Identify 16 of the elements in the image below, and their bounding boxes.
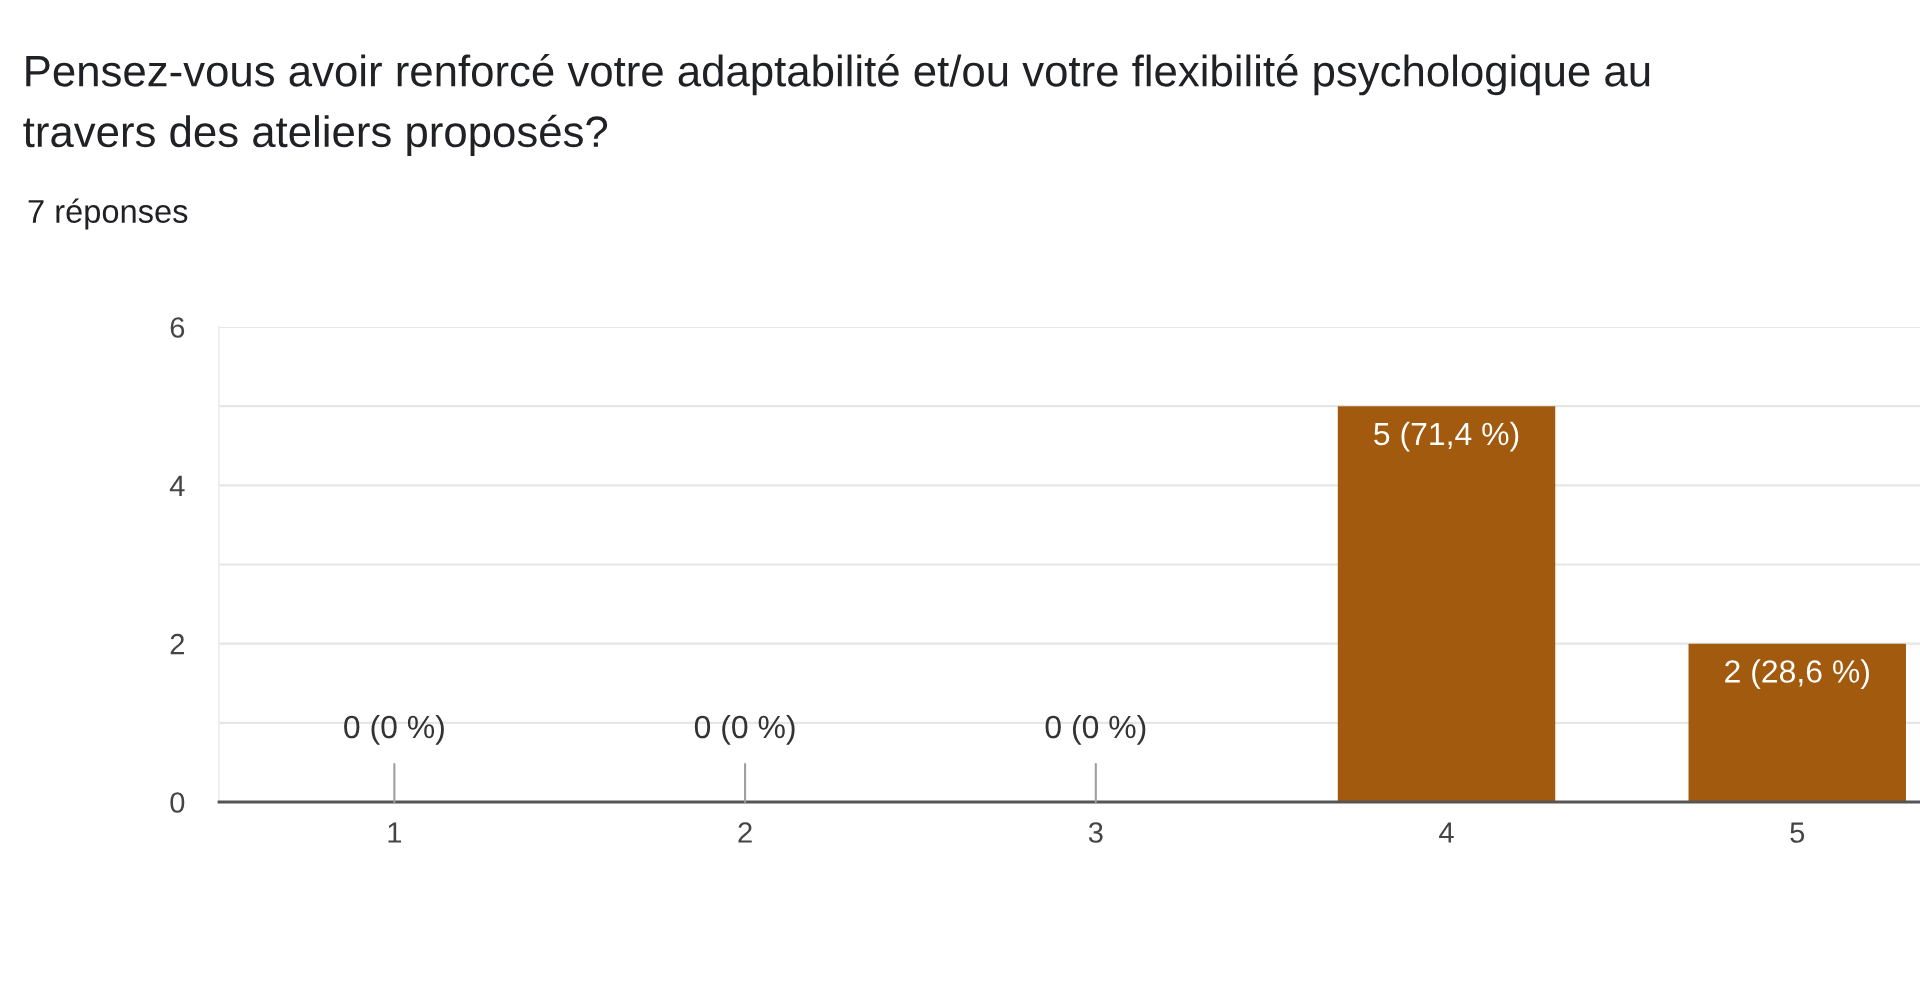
x-tick-label: 3 <box>1088 822 1103 843</box>
x-tick-label: 2 <box>738 822 752 843</box>
y-tick-label: 2 <box>170 633 184 655</box>
data-label: 0 (0 %) <box>694 714 795 745</box>
chart-subtitle: 7 réponses <box>28 198 188 230</box>
y-tick-label: 0 <box>170 792 185 813</box>
chart-title: Pensez-vous avoir renforcé votre adaptabilité et/ou votre flexibilité psychologique au travers des ateliers proposés? <box>23 54 1650 156</box>
y-tick-label: 4 <box>169 475 185 496</box>
data-label: 0 (0 %) <box>344 714 444 745</box>
x-tick-label: 1 <box>388 822 402 843</box>
y-tick-label: 6 <box>170 317 185 338</box>
x-tick-label: 5 <box>1790 822 1805 843</box>
data-label: 0 (0 %) <box>1045 714 1146 745</box>
data-label: 2 (28,6 %) <box>1725 659 1869 690</box>
data-label: 5 (71,4 %) <box>1374 421 1519 452</box>
x-tick-label: 4 <box>1439 822 1454 843</box>
